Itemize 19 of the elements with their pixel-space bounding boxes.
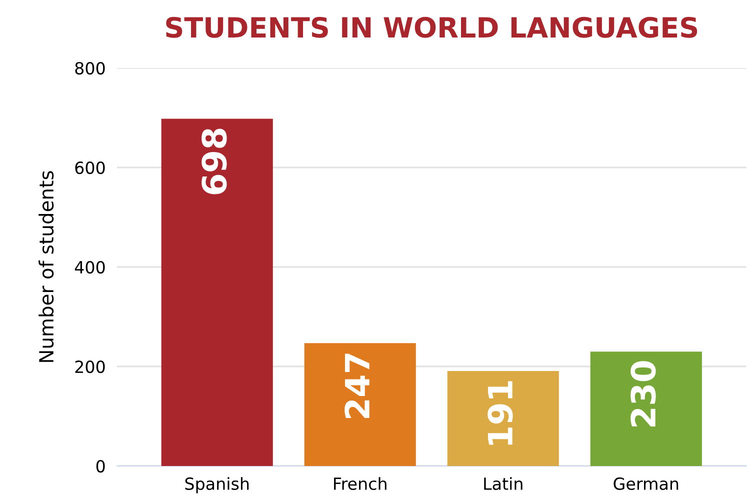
chart-title: STUDENTS IN WORLD LANGUAGES — [166, 16, 698, 38]
y-tick-label: 200 — [75, 360, 105, 374]
y-tick-label: 600 — [75, 161, 105, 174]
y-tick-label: 800 — [75, 62, 105, 75]
y-tick-label: 400 — [74, 260, 105, 274]
y-tick-label: 0 — [96, 460, 105, 473]
data-label: 191 — [488, 381, 513, 445]
data-label: 698 — [202, 128, 227, 194]
x-tick-label: French — [334, 477, 386, 490]
data-label: 247 — [344, 354, 370, 418]
x-tick-label: Latin — [484, 477, 522, 490]
y-axis-title: Number of students — [38, 171, 54, 362]
bar — [161, 118, 273, 466]
bar — [590, 352, 702, 466]
bar — [447, 370, 559, 466]
x-tick-label: German — [614, 477, 678, 490]
x-tick-label: Spanish — [185, 477, 249, 494]
data-label: 230 — [630, 361, 656, 426]
bar — [304, 343, 416, 466]
